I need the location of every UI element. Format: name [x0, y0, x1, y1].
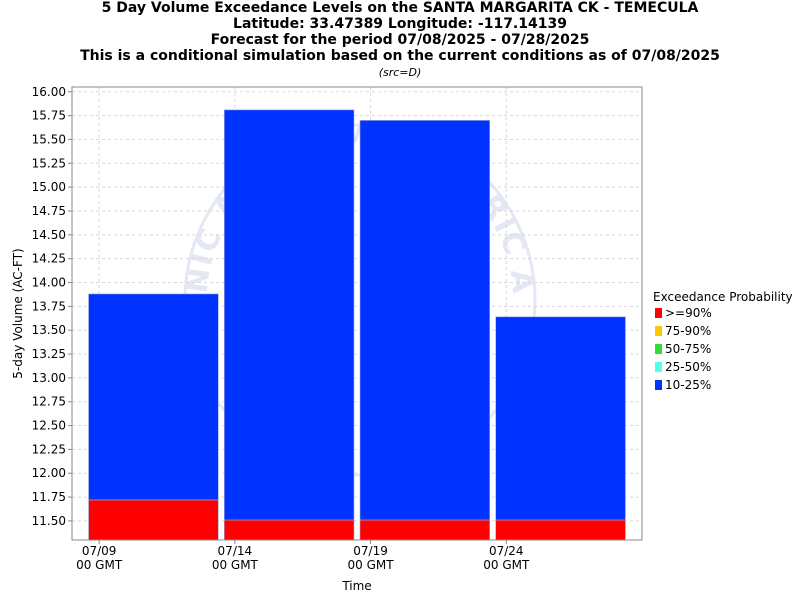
y-tick-label: 14.50 — [32, 228, 66, 242]
y-tick-label: 12.50 — [32, 419, 66, 433]
chart-location: Latitude: 33.47389 Longitude: -117.14139 — [233, 16, 567, 32]
y-tick-label: 12.75 — [32, 395, 66, 409]
plot-border — [71, 86, 643, 541]
x-tick-sublabel: 00 GMT — [483, 558, 530, 572]
x-tick-label: 07/24 — [489, 544, 524, 558]
y-tick-label: 14.75 — [32, 204, 66, 218]
legend-swatch — [655, 326, 662, 336]
legend-swatch — [655, 362, 662, 372]
legend-label: 10-25% — [665, 378, 711, 392]
chart-title: 5 Day Volume Exceedance Levels on the SA… — [101, 0, 699, 16]
x-tick-label: 07/09 — [82, 544, 117, 558]
legend-swatch — [655, 308, 662, 318]
legend-title: Exceedance Probability — [653, 290, 793, 304]
legend-label: 50-75% — [665, 342, 711, 356]
bar-segment — [88, 499, 219, 541]
x-tick-sublabel: 00 GMT — [76, 558, 123, 572]
legend-label: 25-50% — [665, 360, 711, 374]
bar-segment — [359, 120, 491, 521]
bar-segment — [223, 109, 355, 521]
y-tick-label: 13.50 — [32, 323, 66, 337]
x-tick-sublabel: 00 GMT — [212, 558, 259, 572]
x-tick-label: 07/14 — [218, 544, 253, 558]
bar-segment — [495, 519, 626, 541]
y-tick-label: 14.25 — [32, 252, 66, 266]
x-axis-title: Time — [341, 579, 371, 593]
y-tick-label: 14.00 — [32, 276, 66, 290]
chart-source-note: (src=D) — [378, 66, 422, 79]
bar-segment — [223, 519, 355, 541]
bar-segment — [495, 316, 626, 521]
chart-title-block: 5 Day Volume Exceedance Levels on the SA… — [0, 0, 800, 80]
chart-conditions-note: This is a conditional simulation based o… — [80, 48, 720, 64]
y-tick-label: 15.50 — [32, 132, 66, 146]
y-tick-label: 13.25 — [32, 347, 66, 361]
legend-swatch — [655, 380, 662, 390]
y-tick-label: 13.75 — [32, 299, 66, 313]
bar-segment — [88, 293, 219, 501]
y-tick-label: 15.75 — [32, 109, 66, 123]
x-tick-sublabel: 00 GMT — [348, 558, 395, 572]
y-tick-label: 15.00 — [32, 180, 66, 194]
y-tick-label: 11.50 — [32, 514, 66, 528]
y-tick-label: 12.25 — [32, 442, 66, 456]
bar-segment — [359, 519, 491, 541]
y-tick-label: 12.00 — [32, 466, 66, 480]
y-tick-label: 11.75 — [32, 490, 66, 504]
legend-swatch — [655, 344, 662, 354]
y-tick-label: 15.25 — [32, 156, 66, 170]
chart-forecast-period: Forecast for the period 07/08/2025 - 07/… — [210, 32, 590, 48]
y-axis-title: 5-day Volume (AC-FT) — [11, 248, 25, 378]
legend-label: >=90% — [665, 306, 712, 320]
x-tick-label: 07/19 — [353, 544, 388, 558]
y-tick-label: 13.00 — [32, 371, 66, 385]
y-tick-label: 16.00 — [32, 85, 66, 99]
legend: Exceedance Probability >=90% 75-90% 50-75% 2… — [653, 290, 793, 392]
legend-label: 75-90% — [665, 324, 711, 338]
